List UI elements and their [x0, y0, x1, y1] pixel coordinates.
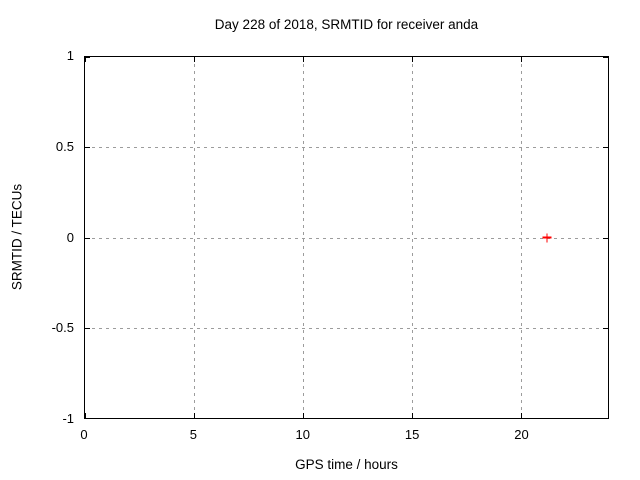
tick-mark: [85, 413, 86, 418]
data-point-marker: [542, 233, 552, 242]
gridline-horizontal: [85, 237, 608, 239]
tick-mark: [302, 413, 304, 418]
tick-mark: [85, 147, 90, 149]
x-tick-labels: 0 5 10 15 20: [80, 427, 609, 443]
x-tick-label: 5: [189, 427, 197, 442]
plot-area: [84, 56, 609, 419]
tick-mark: [411, 57, 413, 62]
tick-mark: [85, 57, 90, 58]
x-tick-label: 10: [295, 427, 310, 442]
tick-marks-layer: [85, 57, 608, 419]
tick-mark: [85, 57, 86, 62]
gridline-horizontal: [85, 327, 608, 329]
gridline-horizontal: [85, 147, 608, 149]
tick-mark: [520, 413, 522, 418]
tick-mark: [603, 418, 608, 419]
tick-mark: [603, 57, 608, 58]
tick-mark: [302, 57, 304, 62]
tick-mark: [411, 413, 413, 418]
tick-mark: [85, 237, 90, 239]
tick-mark: [603, 147, 608, 149]
tick-mark: [85, 327, 90, 329]
tick-mark: [193, 413, 195, 418]
y-tick-label: -0.5: [51, 320, 74, 336]
x-tick-label: 15: [404, 427, 420, 442]
y-tick-label: 1: [66, 48, 74, 63]
tick-mark: [193, 57, 195, 62]
tick-mark: [603, 237, 608, 239]
tick-mark: [85, 418, 90, 419]
y-tick-label: 0.5: [55, 138, 74, 154]
chart-title: Day 228 of 2018, SRMTID for receiver and…: [214, 17, 479, 32]
x-tick-label: 0: [80, 427, 88, 442]
grid-layer: [85, 57, 608, 418]
y-tick-label: 0: [66, 229, 74, 245]
data-points-layer: [85, 57, 608, 418]
tick-mark: [603, 327, 608, 329]
y-tick-label: -1: [62, 411, 74, 426]
tick-mark: [520, 57, 522, 62]
y-tick-labels: 1 0.5 0 -0.5 -1: [0, 48, 74, 426]
x-axis-title: GPS time / hours: [295, 457, 398, 472]
x-tick-label: 20: [514, 427, 529, 442]
